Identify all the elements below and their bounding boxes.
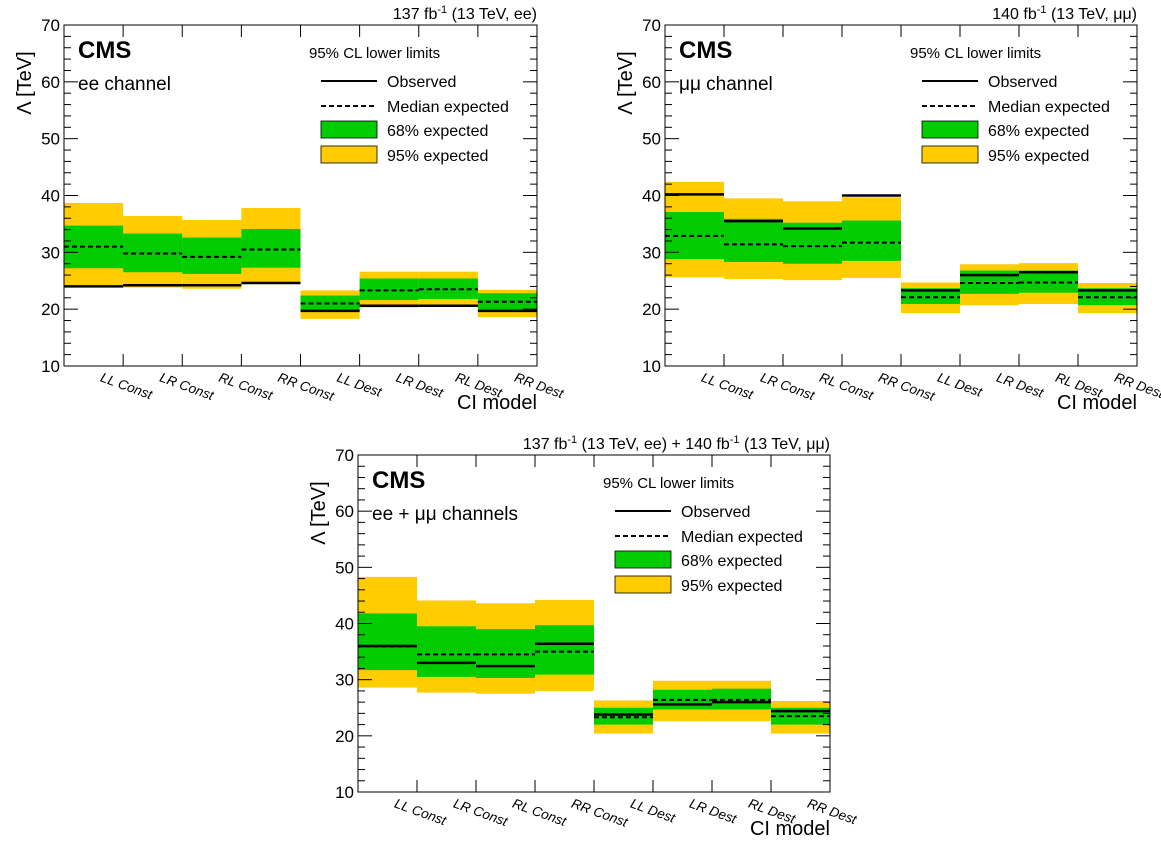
- legend: 95% CL lower limits Observed Median expect…: [910, 45, 1110, 165]
- category-label-4: RR Const: [276, 370, 337, 405]
- category-label-2: LR Const: [758, 370, 817, 404]
- y-tick-label-60: 60: [335, 502, 354, 521]
- category-label-1: LL Const: [99, 370, 156, 403]
- legend-band95-swatch: [921, 145, 979, 164]
- legend-band68-label: 68% expected: [387, 123, 488, 140]
- band68-7: [418, 278, 478, 299]
- legend-expected-label: Median expected: [387, 99, 509, 116]
- y-tick-label-70: 70: [41, 16, 60, 35]
- category-label-1: LL Const: [392, 796, 449, 829]
- y-tick-label-50: 50: [41, 130, 60, 149]
- legend-band95-label: 95% expected: [387, 148, 488, 165]
- y-tick-label-60: 60: [642, 73, 661, 92]
- category-label-2: LR Const: [158, 370, 217, 404]
- y-tick-label-10: 10: [642, 357, 661, 376]
- band68-8: [1078, 288, 1137, 306]
- y-tick-label-20: 20: [642, 300, 661, 319]
- chart-panel-2: 10 20 30 40 50 60 70 LL Const LR Const RL Const RR…: [615, 4, 1161, 414]
- category-label-3: RL Const: [217, 370, 276, 404]
- category-label-5: LL Dest: [935, 370, 985, 400]
- legend-band68-swatch: [614, 550, 672, 569]
- y-tick-label-70: 70: [335, 446, 354, 465]
- legend-observed-label: Observed: [387, 74, 456, 91]
- experiment-label: CMS: [679, 37, 732, 64]
- band68-5: [300, 295, 360, 313]
- legend: 95% CL lower limits Observed Median expect…: [603, 475, 803, 595]
- band68-3: [182, 237, 242, 274]
- legend-band68-label: 68% expected: [681, 553, 782, 570]
- chart-panel-3: 10 20 30 40 50 60 70 LL Const LR Const RL Const RR…: [308, 434, 860, 840]
- legend-header: 95% CL lower limits: [309, 45, 440, 62]
- band68-4: [241, 229, 301, 268]
- legend: 95% CL lower limits Observed Median expect…: [309, 45, 509, 165]
- category-label-6: LR Dest: [394, 370, 446, 401]
- category-label-2: LR Const: [451, 796, 510, 830]
- legend-header: 95% CL lower limits: [603, 475, 734, 492]
- y-tick-label-10: 10: [41, 357, 60, 376]
- y-tick-label-30: 30: [335, 671, 354, 690]
- band68-4: [535, 625, 594, 675]
- category-label-1: LL Const: [699, 370, 756, 403]
- legend-observed-label: Observed: [681, 504, 750, 521]
- band68-5: [594, 707, 653, 725]
- y-tick-label-20: 20: [41, 300, 60, 319]
- category-label-3: RL Const: [510, 796, 569, 830]
- lumi-label: 137 fb-1 (13 TeV, ee) + 140 fb-1 (13 TeV…: [523, 434, 830, 453]
- legend-expected-label: Median expected: [681, 529, 803, 546]
- band68-2: [724, 218, 783, 262]
- x-axis-title: CI model: [1057, 392, 1137, 414]
- experiment-label: CMS: [78, 37, 131, 64]
- y-tick-label-30: 30: [642, 243, 661, 262]
- y-tick-label-40: 40: [642, 187, 661, 206]
- legend-band95-swatch: [614, 575, 672, 594]
- category-label-5: LL Dest: [628, 796, 678, 826]
- legend-band68-swatch: [921, 120, 979, 139]
- x-axis-title: CI model: [457, 392, 537, 414]
- x-axis-title: CI model: [750, 818, 830, 840]
- chart-panel-1: 10 20 30 40 50 60 70 LL Const LR Const RL Const RR…: [14, 4, 567, 414]
- category-label-4: RR Const: [876, 370, 937, 405]
- legend-observed-label: Observed: [988, 74, 1057, 91]
- band68-6: [960, 270, 1019, 294]
- channel-label: ee + μμ channels: [372, 504, 518, 525]
- legend-band95-label: 95% expected: [988, 148, 1089, 165]
- band68-1: [358, 613, 417, 671]
- band68-8: [477, 293, 537, 311]
- category-label-3: RL Const: [817, 370, 876, 404]
- y-axis-title: Λ [TeV]: [14, 51, 36, 114]
- band68-2: [417, 626, 476, 677]
- category-label-4: RR Const: [569, 796, 630, 831]
- category-label-5: LL Dest: [335, 370, 385, 400]
- y-tick-label-40: 40: [41, 187, 60, 206]
- y-tick-label-40: 40: [335, 615, 354, 634]
- channel-label: μμ channel: [679, 74, 773, 95]
- y-axis-title: Λ [TeV]: [615, 51, 637, 114]
- legend-band95-swatch: [320, 145, 378, 164]
- y-tick-label-60: 60: [41, 73, 60, 92]
- y-tick-label-70: 70: [642, 16, 661, 35]
- channel-label: ee channel: [78, 74, 171, 95]
- band68-7: [1019, 270, 1078, 293]
- y-tick-label-50: 50: [642, 130, 661, 149]
- lumi-label: 140 fb-1 (13 TeV, μμ): [992, 4, 1137, 23]
- band68-4: [842, 220, 901, 261]
- y-tick-label-30: 30: [41, 243, 60, 262]
- y-tick-label-20: 20: [335, 727, 354, 746]
- band68-5: [901, 288, 960, 305]
- legend-band95-label: 95% expected: [681, 578, 782, 595]
- lumi-label: 137 fb-1 (13 TeV, ee): [393, 4, 537, 23]
- y-tick-label-10: 10: [335, 783, 354, 802]
- legend-band68-label: 68% expected: [988, 123, 1089, 140]
- legend-header: 95% CL lower limits: [910, 45, 1041, 62]
- category-label-6: LR Dest: [994, 370, 1046, 401]
- legend-band68-swatch: [320, 120, 378, 139]
- category-label-6: LR Dest: [687, 796, 739, 827]
- y-axis-title: Λ [TeV]: [308, 481, 330, 544]
- band68-7: [712, 688, 771, 710]
- legend-expected-label: Median expected: [988, 99, 1110, 116]
- band68-6: [359, 278, 419, 301]
- experiment-label: CMS: [372, 467, 425, 494]
- y-tick-label-50: 50: [335, 558, 354, 577]
